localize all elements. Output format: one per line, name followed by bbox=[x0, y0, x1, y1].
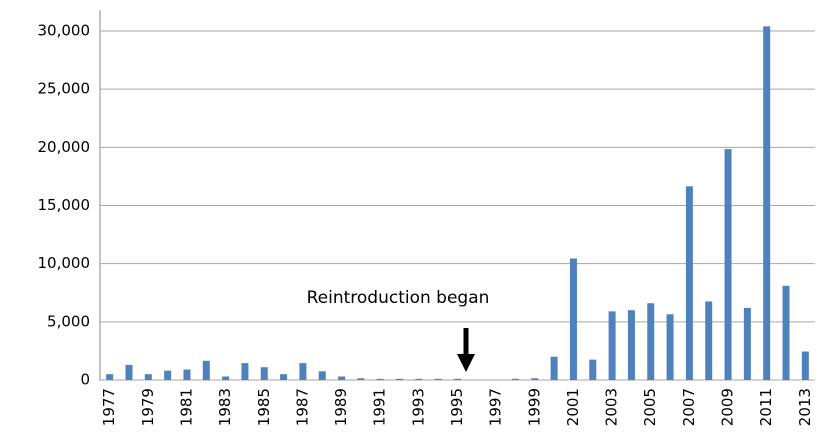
x-tick-label: 1983 bbox=[216, 388, 234, 426]
bar bbox=[743, 307, 751, 380]
bar bbox=[202, 360, 210, 380]
x-tick-label: 2013 bbox=[796, 388, 814, 426]
bar bbox=[627, 310, 635, 380]
bar bbox=[685, 186, 693, 380]
x-tick-label: 1999 bbox=[525, 388, 543, 426]
x-tick-label: 2001 bbox=[564, 388, 582, 426]
x-tick-label: 2011 bbox=[757, 388, 775, 426]
y-tick-label: 30,000 bbox=[38, 22, 91, 40]
bar bbox=[106, 374, 114, 380]
bar bbox=[569, 258, 577, 380]
bar bbox=[125, 364, 133, 380]
x-tick-label: 2005 bbox=[641, 388, 659, 426]
bar bbox=[299, 363, 307, 380]
bar bbox=[241, 363, 249, 380]
y-tick-label: 25,000 bbox=[38, 80, 91, 98]
bar bbox=[376, 378, 384, 380]
bar bbox=[454, 378, 461, 380]
bar bbox=[666, 314, 674, 380]
x-tick-label: 2003 bbox=[603, 388, 621, 426]
bar bbox=[222, 376, 230, 380]
bar bbox=[724, 149, 732, 380]
bar bbox=[801, 351, 809, 380]
bar bbox=[647, 303, 655, 380]
bar bbox=[705, 301, 713, 380]
bar bbox=[357, 378, 365, 380]
bar bbox=[782, 285, 790, 380]
bar bbox=[763, 26, 771, 380]
y-tick-label: 5,000 bbox=[47, 312, 90, 330]
x-tick-label: 1981 bbox=[177, 388, 195, 426]
bar bbox=[434, 378, 442, 380]
bar bbox=[608, 311, 616, 380]
x-tick-label: 1997 bbox=[487, 388, 505, 426]
x-tick-label: 2009 bbox=[719, 388, 737, 426]
x-tick-label: 1993 bbox=[409, 388, 427, 426]
x-tick-label: 1995 bbox=[448, 388, 466, 426]
bar bbox=[260, 367, 268, 380]
bar bbox=[280, 374, 288, 380]
bar bbox=[338, 376, 346, 380]
bar bbox=[415, 378, 423, 380]
y-tick-label: 20,000 bbox=[38, 138, 91, 156]
x-tick-label: 1991 bbox=[371, 388, 389, 426]
bar bbox=[396, 378, 404, 380]
bar bbox=[550, 356, 558, 380]
x-tick-label: 1979 bbox=[139, 388, 157, 426]
bar bbox=[511, 378, 519, 380]
x-tick-label: 1977 bbox=[100, 388, 118, 426]
bar bbox=[589, 359, 597, 380]
x-tick-label: 1987 bbox=[293, 388, 311, 426]
bar bbox=[318, 371, 326, 380]
bar bbox=[531, 378, 539, 380]
y-tick-label: 15,000 bbox=[38, 196, 91, 214]
x-tick-label: 1985 bbox=[255, 388, 273, 426]
annotation: Reintroduction began bbox=[307, 288, 490, 308]
bar bbox=[164, 370, 172, 380]
annotation-arrow bbox=[457, 328, 475, 372]
y-tick-label: 0 bbox=[80, 371, 90, 389]
x-tick-label: 1989 bbox=[332, 388, 350, 426]
bar bbox=[144, 374, 152, 380]
y-tick-label: 10,000 bbox=[38, 254, 91, 272]
x-tick-label: 2007 bbox=[680, 388, 698, 426]
bar bbox=[183, 369, 191, 380]
